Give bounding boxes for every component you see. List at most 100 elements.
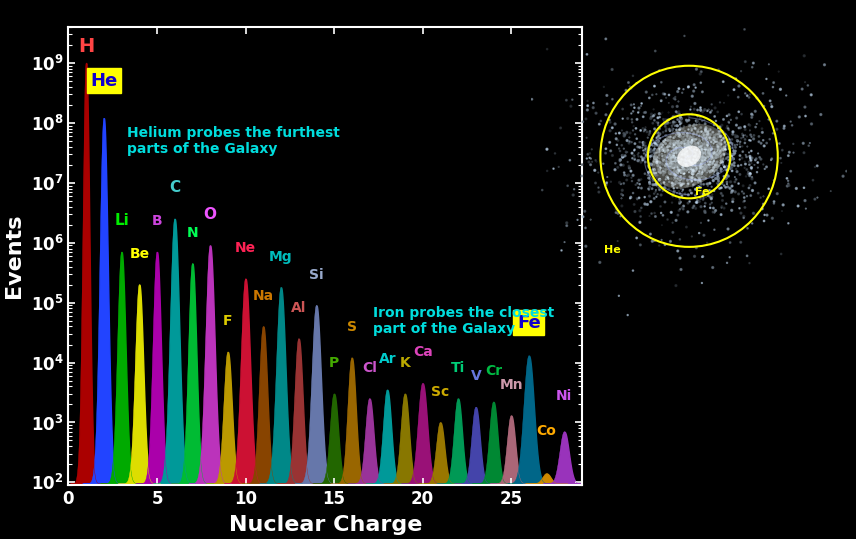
Point: [707, 139, 721, 148]
Point: [728, 177, 742, 186]
Point: [664, 170, 678, 178]
Point: [677, 152, 691, 161]
Point: [749, 123, 763, 132]
Point: [695, 131, 709, 140]
Point: [667, 155, 681, 164]
Point: [660, 135, 674, 143]
Point: [633, 206, 647, 215]
Point: [711, 150, 725, 159]
Point: [668, 136, 681, 145]
Point: [672, 128, 686, 137]
Point: [710, 126, 724, 134]
Point: [663, 167, 677, 175]
Point: [687, 130, 700, 139]
Point: [682, 144, 696, 153]
Point: [638, 193, 651, 202]
Point: [671, 211, 685, 219]
Point: [713, 184, 727, 193]
Point: [695, 279, 709, 287]
Point: [664, 140, 678, 149]
Point: [686, 161, 699, 170]
Point: [668, 151, 681, 160]
Point: [682, 152, 696, 161]
Point: [682, 153, 696, 161]
Point: [693, 119, 706, 128]
Point: [679, 145, 693, 154]
Point: [664, 160, 678, 168]
Point: [693, 154, 706, 162]
Point: [611, 237, 625, 245]
Point: [748, 156, 762, 164]
Point: [677, 155, 691, 164]
Point: [733, 140, 746, 148]
Point: [691, 183, 704, 192]
Point: [667, 136, 681, 145]
Point: [689, 149, 703, 158]
Point: [729, 74, 743, 83]
Point: [681, 135, 694, 143]
Point: [698, 128, 711, 136]
Point: [698, 208, 712, 217]
Point: [645, 141, 659, 150]
Point: [689, 158, 703, 167]
Point: [681, 161, 694, 170]
Point: [725, 155, 739, 164]
Point: [678, 155, 692, 164]
Point: [689, 204, 703, 213]
Point: [698, 126, 712, 135]
Point: [691, 153, 704, 161]
Point: [716, 149, 730, 158]
Point: [670, 163, 684, 171]
Point: [675, 167, 688, 175]
Point: [693, 166, 706, 175]
Point: [687, 151, 700, 160]
Point: [647, 160, 661, 169]
Point: [685, 151, 698, 160]
Point: [645, 161, 658, 169]
Point: [685, 148, 698, 156]
Point: [643, 176, 657, 184]
Point: [797, 183, 811, 192]
Point: [775, 250, 788, 258]
Text: B: B: [152, 214, 163, 228]
Point: [677, 153, 691, 162]
Point: [704, 154, 717, 162]
Point: [678, 157, 692, 166]
Point: [680, 154, 693, 163]
Point: [697, 160, 710, 169]
Point: [689, 185, 703, 194]
Point: [648, 82, 662, 91]
Point: [757, 200, 770, 209]
Point: [554, 123, 568, 132]
Point: [672, 146, 686, 154]
Point: [672, 148, 686, 157]
Point: [662, 161, 675, 170]
Point: [679, 151, 693, 160]
Point: [655, 149, 669, 158]
Point: [637, 149, 651, 158]
Point: [719, 174, 733, 183]
Point: [648, 142, 662, 151]
Point: [665, 158, 679, 167]
Point: [525, 95, 538, 103]
Point: [689, 147, 703, 156]
Point: [600, 91, 614, 100]
Point: [677, 149, 691, 158]
Point: [708, 225, 722, 234]
Point: [675, 156, 689, 165]
Point: [711, 181, 725, 189]
Point: [743, 181, 757, 190]
Point: [685, 148, 698, 157]
Point: [681, 156, 695, 165]
Point: [701, 155, 715, 163]
Point: [685, 151, 698, 160]
Point: [697, 153, 710, 161]
Point: [677, 162, 691, 171]
Point: [650, 192, 663, 201]
Point: [609, 159, 622, 168]
Point: [584, 215, 597, 224]
Point: [684, 151, 698, 160]
Point: [743, 121, 757, 130]
Point: [701, 127, 715, 136]
Point: [681, 208, 695, 216]
